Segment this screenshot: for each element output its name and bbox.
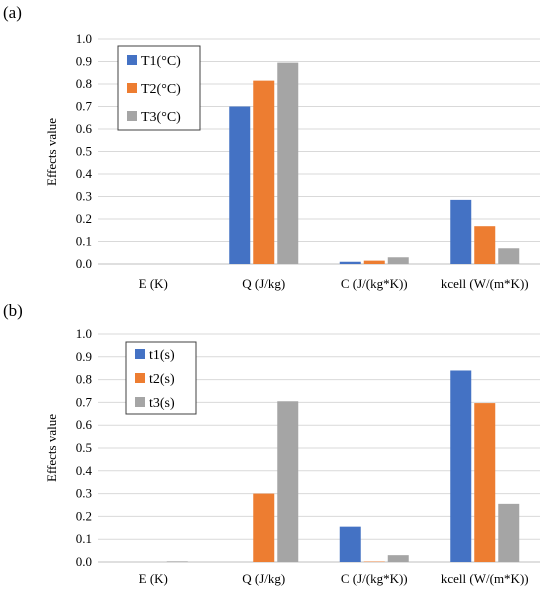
legend-label: T1(°C) bbox=[141, 54, 181, 69]
panel-label: (b) bbox=[3, 301, 23, 320]
y-tick-label: 0.6 bbox=[76, 121, 93, 136]
bar bbox=[277, 401, 299, 562]
category-label: E (K) bbox=[139, 276, 168, 291]
y-tick-labels: 0.0 0.1 0.2 0.3 0.4 0.5 0.6 0.7 0.8 0.9 1.0 bbox=[76, 31, 93, 271]
y-tick-label: 0.8 bbox=[76, 76, 92, 91]
legend-label: T3(°C) bbox=[141, 110, 181, 125]
category-label: kcell (W/(m*K)) bbox=[441, 276, 529, 291]
legend-label: T2(°C) bbox=[141, 82, 181, 97]
y-tick-label: 0.7 bbox=[76, 99, 93, 114]
category-label: E (K) bbox=[139, 571, 168, 586]
category-label: Q (J/kg) bbox=[242, 571, 285, 586]
category-label: C (J/(kg*K)) bbox=[341, 276, 408, 291]
legend: T1(°C) T2(°C) T3(°C) bbox=[117, 45, 201, 131]
y-tick-label: 0.4 bbox=[76, 166, 93, 181]
chart-panel-b: (b) Effects value 0.00.10.20.30.40.50.60… bbox=[3, 301, 540, 586]
y-tick-label: 0.2 bbox=[76, 508, 92, 523]
legend-label: t3(s) bbox=[149, 396, 175, 411]
y-tick-labels: 0.0 0.1 0.2 0.3 0.4 0.5 0.6 0.7 0.8 0.9 1.0 bbox=[76, 326, 93, 569]
y-tick-label: 0.8 bbox=[76, 372, 92, 387]
bar bbox=[387, 555, 409, 562]
y-axis-title: Effects value bbox=[44, 118, 59, 186]
y-tick-label: 0.6 bbox=[76, 417, 93, 432]
y-tick-label: 0.2 bbox=[76, 211, 92, 226]
bar bbox=[339, 261, 361, 264]
bar bbox=[474, 226, 496, 264]
bar bbox=[339, 526, 361, 562]
chart-panel-a: (a) Effects value 0.00.10.20.30.40.50.60… bbox=[3, 3, 540, 291]
legend-swatch bbox=[127, 83, 137, 93]
y-tick-label: 0.4 bbox=[76, 463, 93, 478]
y-tick-label: 0.3 bbox=[76, 486, 92, 501]
bar bbox=[253, 80, 275, 264]
bar bbox=[253, 493, 275, 562]
y-tick-label: 0.5 bbox=[76, 440, 92, 455]
category-labels: E (K) Q (J/kg) C (J/(kg*K)) kcell (W/(m*K)) bbox=[139, 571, 529, 586]
bar bbox=[229, 106, 251, 264]
category-label: Q (J/kg) bbox=[242, 276, 285, 291]
category-label: kcell (W/(m*K)) bbox=[441, 571, 529, 586]
bar bbox=[498, 503, 520, 562]
bar bbox=[474, 403, 496, 562]
y-tick-label: 0.9 bbox=[76, 349, 92, 364]
bar bbox=[363, 260, 385, 264]
panel-label: (a) bbox=[3, 3, 22, 22]
legend-swatch bbox=[135, 397, 145, 407]
y-tick-label: 0.1 bbox=[76, 531, 92, 546]
y-tick-label: 0.9 bbox=[76, 54, 92, 69]
y-tick-label: 1.0 bbox=[76, 31, 92, 46]
bar bbox=[387, 257, 409, 264]
legend-swatch bbox=[135, 349, 145, 359]
legend: t1(s) t2(s) t3(s) bbox=[125, 341, 197, 415]
y-tick-label: 0.7 bbox=[76, 394, 93, 409]
y-tick-label: 0.5 bbox=[76, 144, 92, 159]
bar bbox=[166, 561, 188, 562]
bars bbox=[166, 370, 520, 562]
bar bbox=[450, 370, 472, 562]
y-axis-title: Effects value bbox=[44, 414, 59, 482]
legend-label: t2(s) bbox=[149, 372, 175, 387]
category-labels: E (K) Q (J/kg) C (J/(kg*K)) kcell (W/(m*K)) bbox=[139, 276, 529, 291]
category-label: C (J/(kg*K)) bbox=[341, 571, 408, 586]
bar bbox=[450, 199, 472, 264]
bars bbox=[229, 62, 520, 264]
y-tick-label: 0.0 bbox=[76, 554, 92, 569]
y-tick-label: 1.0 bbox=[76, 326, 92, 341]
bar bbox=[498, 248, 520, 264]
y-tick-label: 0.0 bbox=[76, 256, 92, 271]
legend-swatch bbox=[127, 55, 137, 65]
legend-swatch bbox=[135, 373, 145, 383]
legend-label: t1(s) bbox=[149, 348, 175, 363]
bar bbox=[277, 62, 299, 264]
legend-swatch bbox=[127, 111, 137, 121]
y-tick-label: 0.3 bbox=[76, 189, 92, 204]
y-tick-label: 0.1 bbox=[76, 234, 92, 249]
